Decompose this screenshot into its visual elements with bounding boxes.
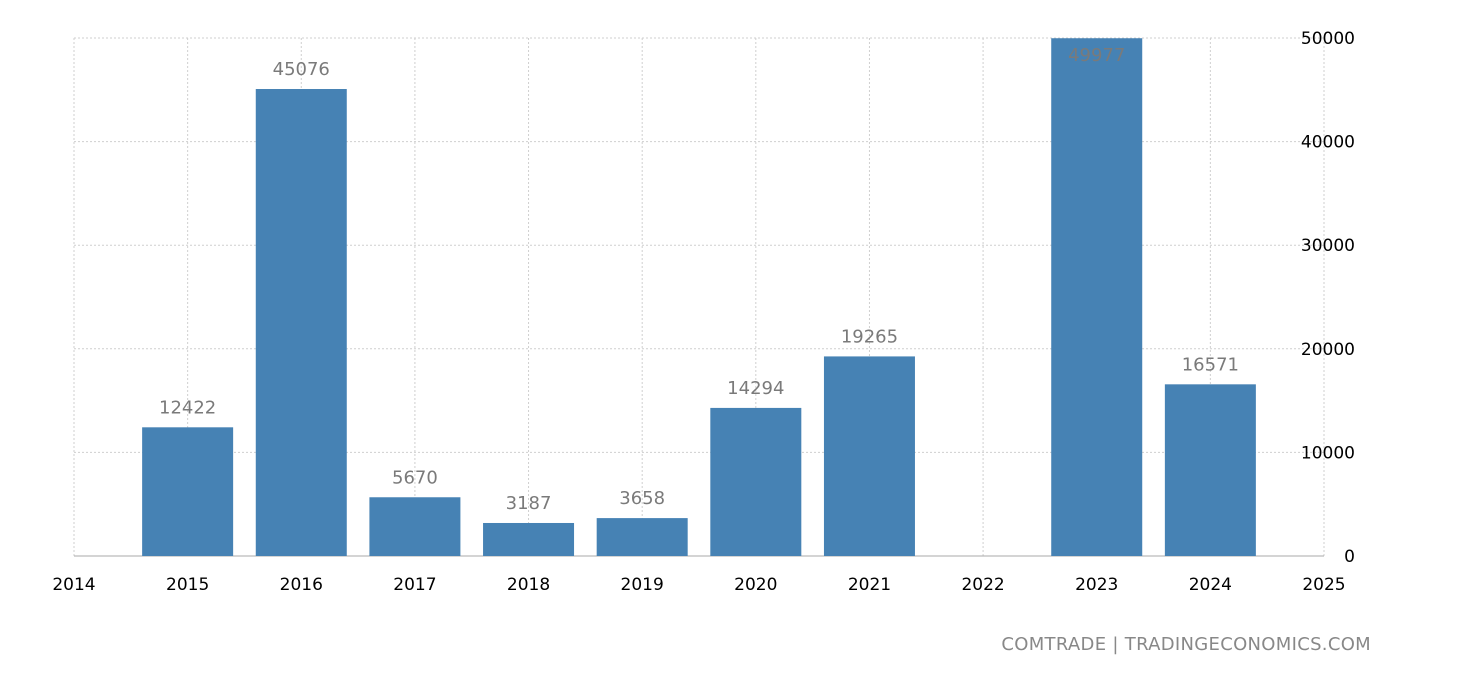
x-tick-label: 2022 <box>961 575 1004 595</box>
x-tick-label: 2020 <box>734 575 777 595</box>
x-tick-label: 2017 <box>393 575 436 595</box>
bar-2021 <box>823 356 915 556</box>
bar-2024 <box>1164 384 1256 556</box>
bar-2015 <box>142 427 234 556</box>
y-tick-label: 10000 <box>1301 443 1355 463</box>
data-label-2021: 19265 <box>841 326 898 347</box>
bar-2018 <box>483 522 575 556</box>
x-tick-label: 2015 <box>166 575 209 595</box>
x-tick-label: 2018 <box>507 575 550 595</box>
data-label-2018: 3187 <box>506 493 552 514</box>
x-tick-label: 2019 <box>621 575 664 595</box>
y-tick-label: 40000 <box>1301 133 1355 153</box>
bar-2023 <box>1051 38 1143 556</box>
bar-2020 <box>710 407 802 556</box>
x-tick-label: 2021 <box>848 575 891 595</box>
source-label: COMTRADE | TRADINGECONOMICS.COM <box>1001 634 1371 655</box>
data-label-2019: 3658 <box>619 488 665 509</box>
y-tick-label: 50000 <box>1301 29 1355 49</box>
data-label-2020: 14294 <box>727 378 784 399</box>
bar-2019 <box>596 518 688 556</box>
bar-2017 <box>369 497 461 556</box>
y-tick-label: 30000 <box>1301 236 1355 256</box>
data-label-2017: 5670 <box>392 467 438 488</box>
x-tick-label: 2024 <box>1189 575 1232 595</box>
data-label-2023: 49977 <box>1068 45 1125 66</box>
data-label-2016: 45076 <box>273 59 330 80</box>
x-tick-label: 2023 <box>1075 575 1118 595</box>
x-tick-label: 2016 <box>280 575 323 595</box>
data-label-2015: 12422 <box>159 397 216 418</box>
data-label-2024: 16571 <box>1182 354 1239 375</box>
y-tick-label: 20000 <box>1301 340 1355 360</box>
bar-2016 <box>255 89 347 557</box>
x-tick-label: 2014 <box>52 575 95 595</box>
y-tick-label: 0 <box>1344 547 1355 567</box>
x-tick-label: 2025 <box>1302 575 1345 595</box>
